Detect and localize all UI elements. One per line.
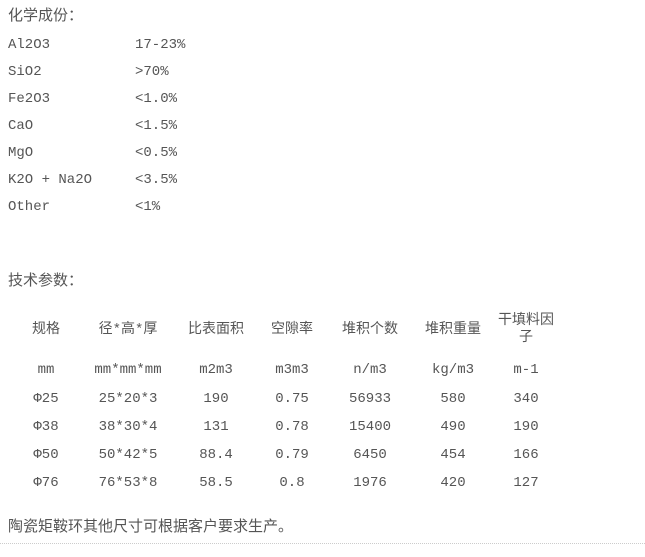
table-cell: 490 — [440, 419, 466, 435]
column-unit-surface-area: m2m3 — [199, 362, 233, 378]
column-header-spec: 规格 — [32, 321, 60, 338]
chemical-item-row: CaO <1.5% — [8, 113, 645, 140]
table-cell: 0.78 — [275, 419, 309, 435]
technical-parameters-title: 技术参数： — [8, 273, 84, 290]
table-cell: 15400 — [348, 419, 391, 435]
table-row: Φ38 38*30*4 131 0.78 15400 490 190 — [10, 413, 560, 441]
column-header-packing-number: 堆积个数 — [342, 321, 398, 338]
chemical-composition-title: 化学成份： — [8, 8, 84, 25]
column-header-dimensions: 径*高*厚 — [98, 321, 158, 338]
chemical-name: Al2O3 — [8, 37, 51, 53]
table-cell: Φ25 — [33, 391, 59, 407]
column-unit-dimensions: mm*mm*mm — [94, 362, 162, 378]
bottom-divider — [0, 543, 645, 544]
table-cell: 56933 — [348, 391, 391, 407]
chemical-value: <3.5% — [135, 172, 178, 188]
footer-note: 陶瓷矩鞍环其他尺寸可根据客户要求生产。 — [8, 519, 294, 536]
table-cell: 50*42*5 — [98, 447, 158, 463]
chemical-item-row: Fe2O3 <1.0% — [8, 86, 645, 113]
column-unit-packing-number: n/m3 — [353, 362, 387, 378]
table-cell: Φ76 — [33, 475, 59, 491]
table-units-row: mm mm*mm*mm m2m3 m3m3 n/m3 kg/m3 m-1 — [10, 355, 560, 385]
table-cell: 38*30*4 — [98, 419, 158, 435]
table-cell: 0.75 — [275, 391, 309, 407]
table-cell: 0.8 — [279, 475, 305, 491]
column-header-packing-factor: 干填料因子 — [498, 313, 554, 346]
table-cell: Φ50 — [33, 447, 59, 463]
table-cell: 340 — [513, 391, 539, 407]
column-header-packing-weight: 堆积重量 — [425, 321, 481, 338]
table-cell: 420 — [440, 475, 466, 491]
chemical-name: CaO — [8, 118, 34, 134]
chemical-item-row: Other <1% — [8, 194, 645, 221]
column-unit-spec: mm — [37, 362, 55, 378]
chemical-value: <1% — [135, 199, 161, 215]
table-cell: 190 — [203, 391, 229, 407]
table-cell: Φ38 — [33, 419, 59, 435]
table-cell: 58.5 — [199, 475, 233, 491]
column-header-void-ratio: 空隙率 — [271, 321, 313, 338]
table-cell: 6450 — [353, 447, 387, 463]
table-row: Φ50 50*42*5 88.4 0.79 6450 454 166 — [10, 441, 560, 469]
chemical-name: SiO2 — [8, 64, 42, 80]
chemical-name: Fe2O3 — [8, 91, 51, 107]
column-unit-void-ratio: m3m3 — [275, 362, 309, 378]
chemical-composition-list: Al2O3 17-23% SiO2 >70% Fe2O3 <1.0% CaO <… — [8, 32, 645, 221]
chemical-value: <0.5% — [135, 145, 178, 161]
table-row: Φ76 76*53*8 58.5 0.8 1976 420 127 — [10, 469, 560, 497]
technical-parameters-section: 技术参数： 规格 径*高*厚 比表面积 空隙率 堆积个数 堆积重量 干填料因子 … — [8, 273, 645, 497]
chemical-value: 17-23% — [135, 37, 186, 53]
chemical-item-row: K2O + Na2O <3.5% — [8, 167, 645, 194]
table-row: Φ25 25*20*3 190 0.75 56933 580 340 — [10, 385, 560, 413]
chemical-name: K2O + Na2O — [8, 172, 93, 188]
table-cell: 76*53*8 — [98, 475, 158, 491]
chemical-item-row: MgO <0.5% — [8, 140, 645, 167]
chemical-value: <1.5% — [135, 118, 178, 134]
chemical-composition-section: 化学成份： Al2O3 17-23% SiO2 >70% Fe2O3 <1.0%… — [0, 0, 645, 221]
table-cell: 454 — [440, 447, 466, 463]
chemical-item-row: SiO2 >70% — [8, 59, 645, 86]
table-cell: 25*20*3 — [98, 391, 158, 407]
technical-parameters-table: 规格 径*高*厚 比表面积 空隙率 堆积个数 堆积重量 干填料因子 mm mm*… — [10, 305, 560, 497]
chemical-name: MgO — [8, 145, 34, 161]
table-cell: 88.4 — [199, 447, 233, 463]
column-header-surface-area: 比表面积 — [188, 321, 244, 338]
table-cell: 190 — [513, 419, 539, 435]
table-cell: 131 — [203, 419, 229, 435]
chemical-value: <1.0% — [135, 91, 178, 107]
column-unit-packing-weight: kg/m3 — [431, 362, 474, 378]
table-header-row: 规格 径*高*厚 比表面积 空隙率 堆积个数 堆积重量 干填料因子 — [10, 305, 560, 355]
table-cell: 580 — [440, 391, 466, 407]
table-cell: 0.79 — [275, 447, 309, 463]
chemical-value: >70% — [135, 64, 169, 80]
column-unit-packing-factor: m-1 — [513, 362, 539, 378]
table-cell: 127 — [513, 475, 539, 491]
table-cell: 1976 — [353, 475, 387, 491]
chemical-item-row: Al2O3 17-23% — [8, 32, 645, 59]
chemical-name: Other — [8, 199, 51, 215]
table-cell: 166 — [513, 447, 539, 463]
